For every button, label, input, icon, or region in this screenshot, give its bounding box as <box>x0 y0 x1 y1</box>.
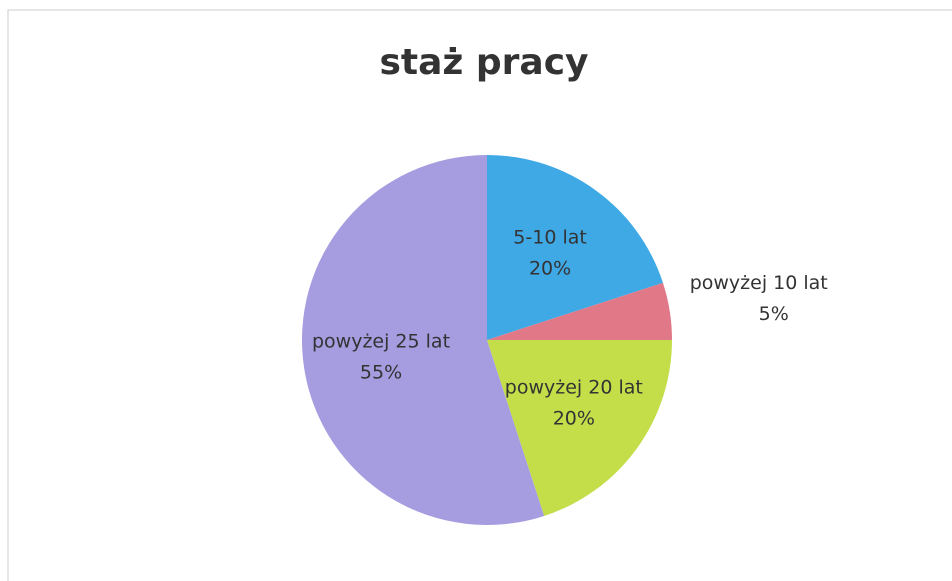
pie-slice <box>487 282 672 340</box>
chart-title: staż pracy <box>379 42 588 83</box>
data-label-value: 55% <box>360 361 402 383</box>
data-label-value: 20% <box>553 408 595 430</box>
data-label-category: powyżej 10 lat <box>690 272 828 294</box>
pie-slice <box>487 340 672 516</box>
data-label-category: 5-10 lat <box>513 227 587 249</box>
data-label-category: powyżej 25 lat <box>312 330 450 352</box>
data-label-category: powyżej 20 lat <box>505 377 643 399</box>
pie-slice <box>302 155 545 525</box>
data-label-value: 5% <box>759 303 789 325</box>
data-label-value: 20% <box>529 258 571 280</box>
pie-slice <box>487 155 663 340</box>
